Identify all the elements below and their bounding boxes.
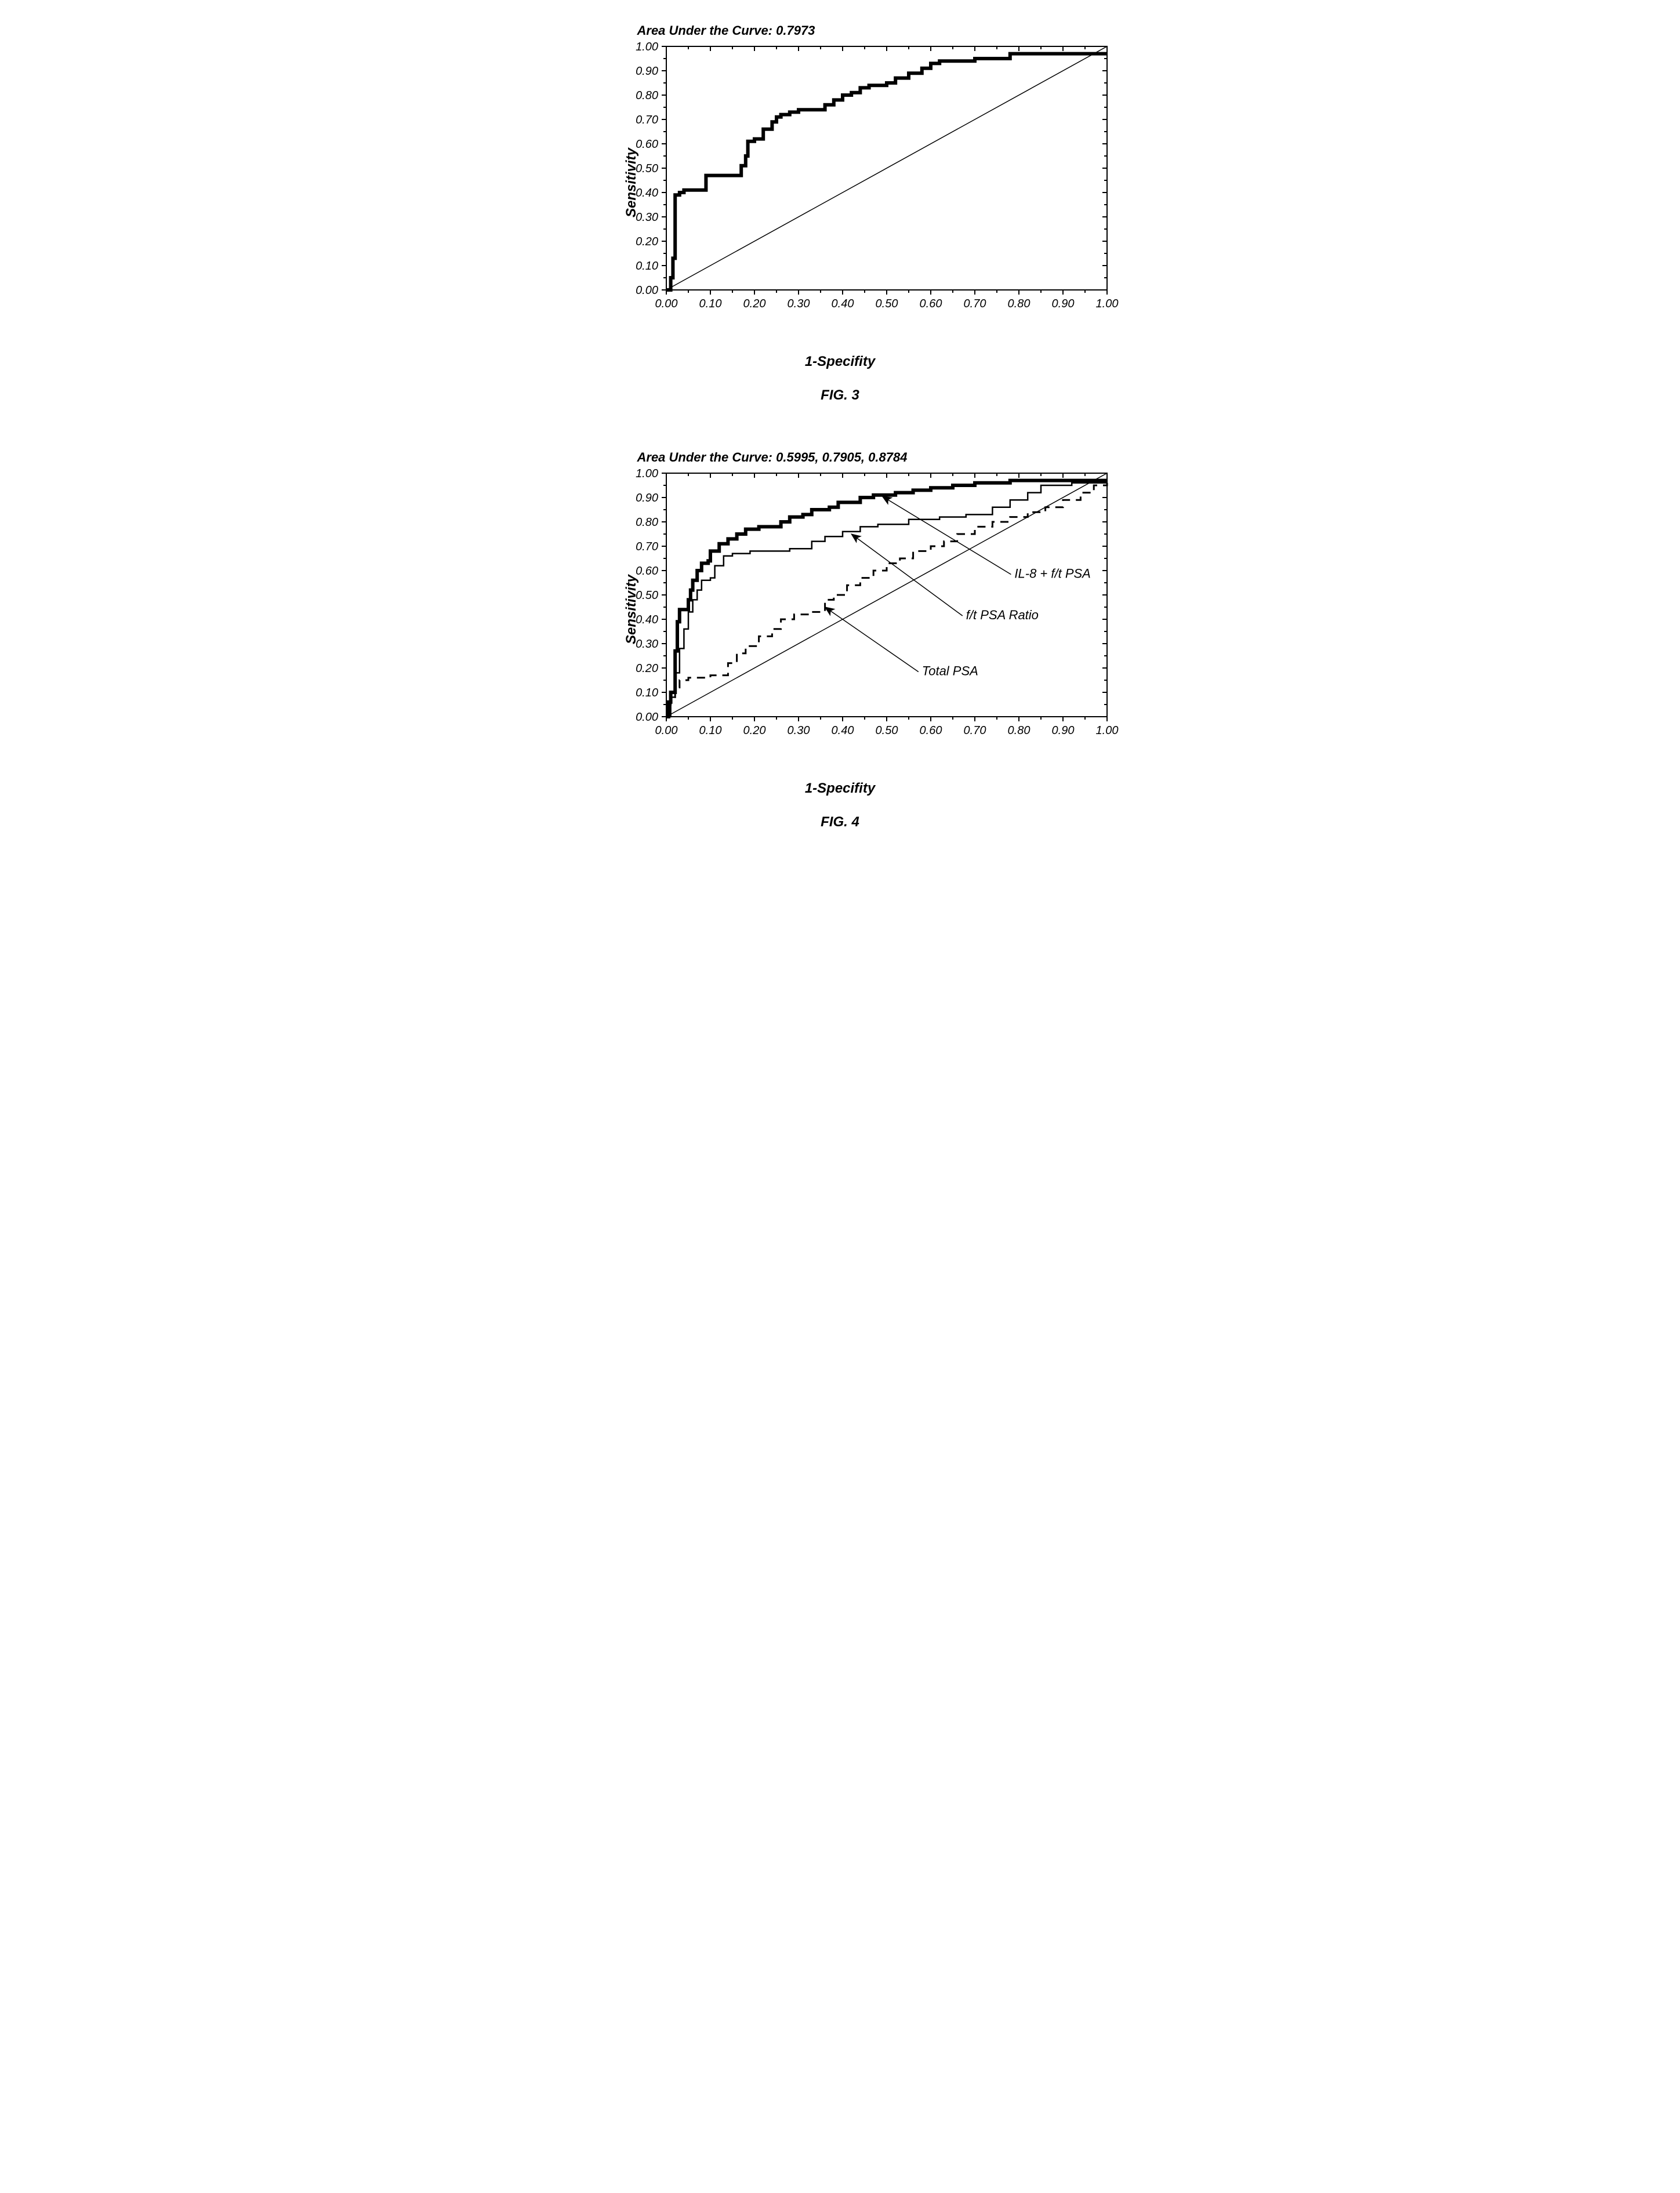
svg-text:0.30: 0.30 — [787, 297, 810, 310]
svg-text:0.90: 0.90 — [1051, 724, 1074, 737]
svg-text:0.50: 0.50 — [875, 297, 898, 310]
fig3-svg: 0.00 0.10 0.20 0.30 0.40 0.50 0.60 0.70 0.80 0.90… — [614, 41, 1119, 325]
svg-text:0.50: 0.50 — [875, 724, 898, 737]
svg-text:0.40: 0.40 — [831, 297, 854, 310]
svg-text:0.70: 0.70 — [963, 297, 986, 310]
svg-text:0.90: 0.90 — [636, 492, 658, 504]
svg-text:0.00: 0.00 — [636, 284, 658, 297]
svg-text:0.80: 0.80 — [1007, 724, 1030, 737]
fig4-title: Area Under the Curve: 0.5995, 0.7905, 0.… — [637, 450, 1101, 465]
svg-text:0.70: 0.70 — [963, 724, 986, 737]
svg-text:0.80: 0.80 — [636, 516, 658, 529]
svg-text:0.20: 0.20 — [636, 235, 658, 248]
fig4-caption: FIG. 4 — [579, 814, 1101, 830]
fig3-auc: 0.7973 — [776, 23, 815, 38]
fig4-xlabel: 1-Specifity — [579, 780, 1101, 797]
svg-text:0.20: 0.20 — [743, 297, 765, 310]
svg-text:0.80: 0.80 — [1007, 297, 1030, 310]
svg-text:0.60: 0.60 — [919, 297, 942, 310]
svg-text:0.10: 0.10 — [636, 260, 658, 273]
svg-text:0.20: 0.20 — [743, 724, 765, 737]
svg-text:0.00: 0.00 — [655, 297, 677, 310]
fig3-chart-wrap: Sensitivity 0.00 0.10 0.20 0.30 0.40 0.50 0.60… — [614, 41, 1101, 325]
svg-text:0.10: 0.10 — [699, 297, 721, 310]
fig4-auc: 0.5995, 0.7905, 0.8784 — [776, 450, 907, 464]
svg-text:0.00: 0.00 — [636, 711, 658, 724]
fig3-title: Area Under the Curve: 0.7973 — [637, 23, 1101, 38]
svg-text:0.20: 0.20 — [636, 662, 658, 675]
figure-4: Area Under the Curve: 0.5995, 0.7905, 0.… — [579, 450, 1101, 830]
fig4-chart-wrap: Sensitivity 0.00 0.10 0.20 0.30 0.40 0.50 0.60… — [614, 467, 1101, 751]
svg-text:1.00: 1.00 — [636, 41, 658, 53]
fig4-svg: 0.00 0.10 0.20 0.30 0.40 0.50 0.60 0.70 0.80 0.90… — [614, 467, 1119, 751]
svg-text:0.00: 0.00 — [655, 724, 677, 737]
svg-text:0.10: 0.10 — [636, 687, 658, 699]
svg-text:1.00: 1.00 — [1095, 724, 1118, 737]
svg-text:0.30: 0.30 — [787, 724, 810, 737]
svg-text:0.90: 0.90 — [636, 65, 658, 78]
fig4-ylabel: Sensitivity — [623, 575, 640, 644]
svg-text:0.40: 0.40 — [831, 724, 854, 737]
svg-text:0.80: 0.80 — [636, 89, 658, 102]
fig3-ylabel: Sensitivity — [623, 148, 640, 217]
svg-text:1.00: 1.00 — [1095, 297, 1118, 310]
fig3-title-prefix: Area Under the Curve: — [637, 23, 776, 38]
svg-text:0.60: 0.60 — [919, 724, 942, 737]
svg-text:0.70: 0.70 — [636, 114, 658, 126]
fig3-xlabel: 1-Specifity — [579, 354, 1101, 370]
svg-text:0.90: 0.90 — [1051, 297, 1074, 310]
svg-text:f/t PSA Ratio: f/t PSA Ratio — [966, 608, 1038, 622]
svg-text:Total PSA: Total PSA — [921, 664, 978, 678]
svg-text:0.10: 0.10 — [699, 724, 721, 737]
svg-text:0.70: 0.70 — [636, 540, 658, 553]
svg-text:1.00: 1.00 — [636, 467, 658, 480]
fig4-title-prefix: Area Under the Curve: — [637, 450, 776, 464]
svg-text:IL-8 + f/t PSA: IL-8 + f/t PSA — [1014, 567, 1090, 581]
fig3-caption: FIG. 3 — [579, 387, 1101, 404]
figure-3: Area Under the Curve: 0.7973 Sensitivity… — [579, 23, 1101, 404]
